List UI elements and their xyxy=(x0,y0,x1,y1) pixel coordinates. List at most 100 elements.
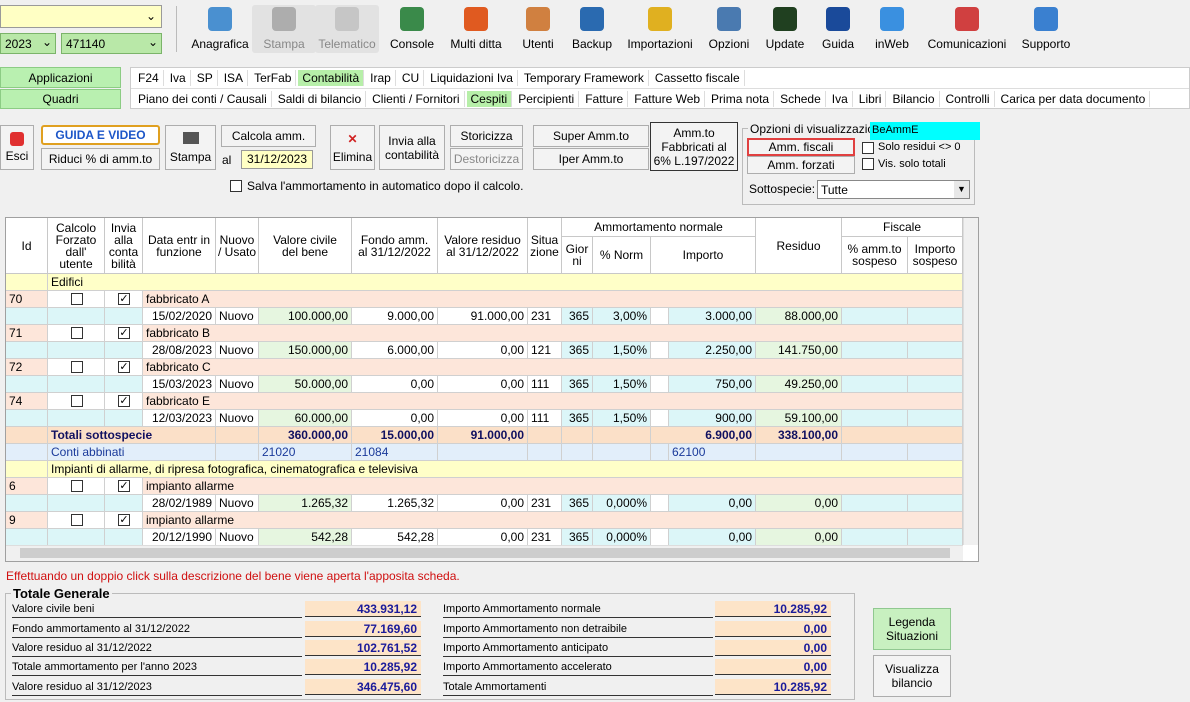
cell: 62100 xyxy=(669,444,756,461)
calcola-button[interactable]: Calcola amm. xyxy=(221,125,316,147)
header-cell: Invia alla conta bilità xyxy=(105,218,143,274)
label: Console xyxy=(390,37,434,51)
elimina-button[interactable]: ✕Elimina xyxy=(330,125,375,170)
menu-item[interactable]: Clienti / Fornitori xyxy=(368,91,464,107)
cell: 49.250,00 xyxy=(756,376,842,393)
applicazioni[interactable]: Applicazioni xyxy=(0,67,121,88)
cell: Edifici xyxy=(48,274,963,291)
toolbar-button[interactable]: inWeb xyxy=(852,0,932,58)
fiscali-button[interactable]: Amm. fiscali xyxy=(747,138,855,156)
checkbox[interactable] xyxy=(71,480,83,492)
menu-item[interactable]: F24 xyxy=(134,70,164,86)
sottospecie-select[interactable]: Tutte▼ xyxy=(817,180,970,199)
cell: 0,00 xyxy=(669,495,756,512)
cell xyxy=(593,427,651,444)
total-label: Importo Ammortamento non detraibile xyxy=(443,621,713,638)
separator xyxy=(176,6,177,52)
label: Multi ditta xyxy=(450,37,501,51)
ditta-combo[interactable]: ⌄ xyxy=(0,5,162,28)
salva-checkbox[interactable] xyxy=(230,180,242,192)
checkbox[interactable]: ✓ xyxy=(118,514,130,526)
toolbar-button[interactable]: Comunicazioni xyxy=(927,0,1007,58)
legenda-button[interactable]: Legenda Situazioni xyxy=(873,608,951,650)
cell: fabbricato E xyxy=(143,393,963,410)
cell xyxy=(528,427,562,444)
menu-row: Piano dei conti / CausaliSaldi di bilanc… xyxy=(134,89,1152,108)
cell xyxy=(6,461,48,478)
menu-item[interactable]: Fatture xyxy=(581,91,628,107)
cell: 231 xyxy=(528,495,562,512)
menu-item[interactable]: Saldi di bilancio xyxy=(274,91,366,107)
codice-combo[interactable]: 471140⌄ xyxy=(61,33,162,54)
menu-item[interactable]: TerFab xyxy=(250,70,296,86)
label: Esci xyxy=(6,149,29,163)
cell: 28/02/1989 xyxy=(143,495,216,512)
menu-item[interactable]: Piano dei conti / Causali xyxy=(134,91,272,107)
checkbox[interactable]: ✓ xyxy=(118,361,130,373)
fabbricati-button[interactable]: Amm.to Fabbricati al 6% L.197/2022 xyxy=(650,122,738,171)
cell: 231 xyxy=(528,529,562,546)
total-label: Importo Ammortamento accelerato xyxy=(443,659,713,676)
toolbar-button[interactable]: Supporto xyxy=(1006,0,1086,58)
forzati-button[interactable]: Amm. forzati xyxy=(747,156,855,174)
menu-item[interactable]: Carica per data documento xyxy=(997,91,1151,107)
menu-item[interactable]: Iva xyxy=(828,91,853,107)
menu-item[interactable]: Iva xyxy=(166,70,191,86)
menu-item[interactable]: Controlli xyxy=(942,91,995,107)
bilancio-button[interactable]: Visualizza bilancio xyxy=(873,655,951,697)
solo-residui-label: Solo residui <> 0 xyxy=(878,141,961,153)
solo-totali-checkbox[interactable] xyxy=(862,158,874,170)
menu-item[interactable]: Bilancio xyxy=(888,91,939,107)
cell xyxy=(6,444,48,461)
menu-item[interactable]: Fatture Web xyxy=(630,91,705,107)
menu-item[interactable]: ISA xyxy=(220,70,248,86)
menu-item[interactable]: Cespiti xyxy=(467,91,513,107)
menu-item[interactable]: Irap xyxy=(366,70,396,86)
cell: Nuovo xyxy=(216,308,259,325)
menu-item[interactable]: SP xyxy=(193,70,218,86)
icon xyxy=(955,7,979,31)
cell: 0,00 xyxy=(756,495,842,512)
solo-residui-checkbox[interactable] xyxy=(862,142,874,154)
menu-item[interactable]: Temporary Framework xyxy=(520,70,649,86)
cell: 365 xyxy=(562,342,593,359)
menu-item[interactable]: Prima nota xyxy=(707,91,774,107)
menu-item[interactable]: Percipienti xyxy=(514,91,579,107)
cell: 15.000,00 xyxy=(352,427,438,444)
checkbox[interactable] xyxy=(71,395,83,407)
total-value: 433.931,12 xyxy=(305,601,421,617)
checkbox[interactable] xyxy=(71,327,83,339)
checkbox[interactable]: ✓ xyxy=(118,395,130,407)
iper-button[interactable]: Iper Amm.to xyxy=(533,148,649,170)
v-scrollbar[interactable] xyxy=(963,218,979,545)
checkbox[interactable]: ✓ xyxy=(118,327,130,339)
menu-item[interactable]: CU xyxy=(398,70,424,86)
checkbox[interactable] xyxy=(71,361,83,373)
riduci-button[interactable]: Riduci % di amm.to xyxy=(41,148,160,170)
esci-button[interactable]: Esci xyxy=(0,125,34,170)
checkbox[interactable]: ✓ xyxy=(118,293,130,305)
checkbox[interactable] xyxy=(71,293,83,305)
guida-button[interactable]: GUIDA E VIDEO xyxy=(41,125,160,145)
checkbox[interactable] xyxy=(71,514,83,526)
menu-item[interactable]: Liquidazioni Iva xyxy=(426,70,518,86)
cell: 50.000,00 xyxy=(259,376,352,393)
toolbar-button[interactable]: Importazioni xyxy=(620,0,700,58)
storicizza-button[interactable]: Storicizza xyxy=(450,125,523,147)
menu-item[interactable]: Schede xyxy=(776,91,826,107)
codice: 471140 xyxy=(66,37,105,51)
quadri[interactable]: Quadri xyxy=(0,89,121,109)
anno-combo[interactable]: 2023⌄ xyxy=(0,33,56,54)
menu-item[interactable]: Cassetto fiscale xyxy=(651,70,745,86)
header-cell: Importo sospeso xyxy=(908,237,963,274)
checkbox[interactable]: ✓ xyxy=(118,480,130,492)
data-input[interactable]: 31/12/2023 xyxy=(241,150,313,169)
scroll-thumb[interactable] xyxy=(20,548,950,558)
super-button[interactable]: Super Amm.to xyxy=(533,125,649,147)
stampa-button[interactable]: Stampa xyxy=(165,125,216,170)
menu-item[interactable]: Libri xyxy=(855,91,887,107)
cell: 0,00 xyxy=(352,410,438,427)
invia-button[interactable]: Invia alla contabilità xyxy=(379,125,445,170)
cell xyxy=(48,529,105,546)
menu-item[interactable]: Contabilità xyxy=(298,70,364,86)
